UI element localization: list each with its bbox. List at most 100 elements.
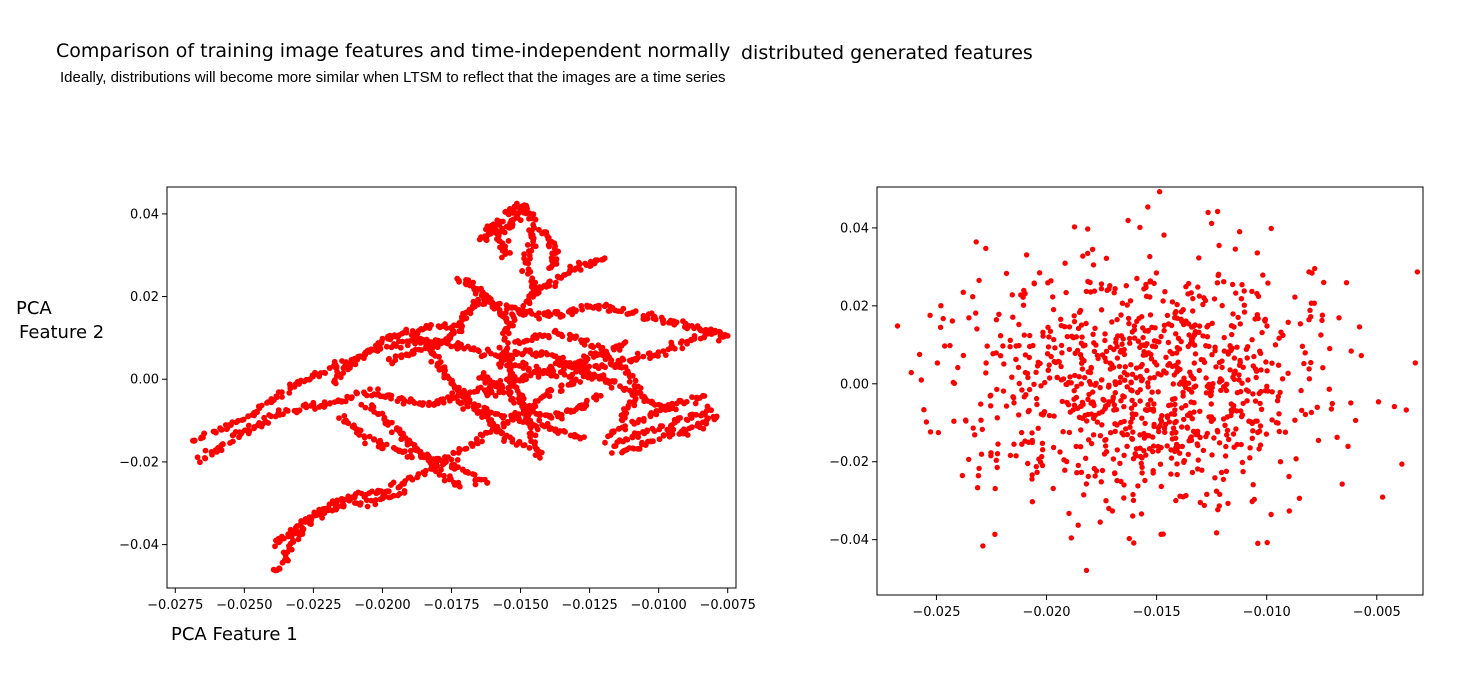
data-point <box>1204 324 1210 330</box>
data-point <box>923 419 930 425</box>
data-point <box>1160 298 1166 304</box>
data-point <box>1277 459 1284 465</box>
data-point <box>1016 321 1022 328</box>
data-point <box>1123 283 1130 289</box>
data-point <box>650 438 656 445</box>
data-point <box>1044 351 1051 357</box>
data-point <box>1231 355 1238 361</box>
data-point <box>1292 294 1298 300</box>
data-point <box>364 503 371 510</box>
data-point <box>1301 360 1307 367</box>
data-point <box>357 500 364 506</box>
data-point <box>519 351 526 358</box>
data-point <box>385 422 391 428</box>
data-point <box>1075 462 1082 469</box>
data-point <box>1158 483 1165 490</box>
data-point <box>361 434 368 441</box>
data-point <box>458 341 464 348</box>
data-point <box>934 360 941 366</box>
data-point <box>1399 461 1405 467</box>
data-point <box>1085 250 1091 257</box>
data-point <box>454 275 461 282</box>
data-point <box>358 401 365 408</box>
data-point <box>1170 425 1177 431</box>
data-point <box>229 419 236 426</box>
data-point <box>1120 393 1126 399</box>
data-point <box>1112 390 1119 396</box>
data-point <box>532 452 539 458</box>
data-point <box>1209 452 1215 458</box>
data-point <box>1147 397 1154 403</box>
data-point <box>1048 278 1054 284</box>
data-point <box>1029 472 1035 478</box>
data-point <box>1090 262 1097 268</box>
data-point <box>1173 350 1180 356</box>
data-point <box>555 428 562 435</box>
data-point <box>1292 417 1298 423</box>
data-point <box>703 407 710 414</box>
data-point <box>1240 400 1246 407</box>
data-point <box>1118 312 1124 318</box>
data-point <box>978 417 984 423</box>
data-point <box>1034 401 1040 408</box>
data-point <box>1257 348 1263 354</box>
data-point <box>396 490 403 497</box>
data-point <box>1168 447 1174 453</box>
data-point <box>1213 364 1219 370</box>
data-point <box>1103 498 1109 504</box>
data-point <box>561 371 568 378</box>
data-point <box>908 369 914 376</box>
data-point <box>507 206 513 212</box>
data-point <box>635 389 641 396</box>
data-point <box>1297 321 1304 327</box>
data-point <box>1130 491 1136 498</box>
data-point <box>520 442 527 449</box>
data-point <box>218 426 225 433</box>
data-point <box>288 546 295 553</box>
data-point <box>1109 319 1115 325</box>
data-point <box>383 441 390 448</box>
data-point <box>1128 419 1134 425</box>
data-point <box>1229 281 1236 288</box>
data-point <box>245 422 252 429</box>
data-point <box>1016 380 1022 387</box>
data-point <box>1007 452 1014 459</box>
data-point <box>1321 279 1327 286</box>
data-point <box>1127 340 1133 346</box>
data-point <box>576 261 583 268</box>
data-point <box>683 398 690 405</box>
data-point <box>501 438 507 444</box>
data-point <box>1172 401 1178 408</box>
data-point <box>1072 350 1078 356</box>
data-point <box>918 377 924 383</box>
data-point <box>1228 323 1235 329</box>
data-point <box>538 352 544 358</box>
data-point <box>1185 291 1191 297</box>
data-point <box>333 363 340 370</box>
data-point <box>1197 408 1203 414</box>
data-point <box>1327 345 1333 352</box>
data-point <box>640 415 647 422</box>
data-point <box>1268 225 1274 232</box>
data-point <box>1306 269 1312 275</box>
data-point <box>541 332 548 339</box>
right-scatter-panel: −0.025 −0.020 −0.015 −0.010 −0.005 −0.04 −0.02… <box>829 186 1424 620</box>
data-point <box>1098 479 1105 485</box>
data-point <box>266 412 272 418</box>
data-point <box>1121 495 1127 501</box>
data-point <box>996 311 1002 317</box>
data-point <box>446 476 453 483</box>
data-point <box>507 250 513 256</box>
data-point <box>1122 364 1129 370</box>
data-point <box>1412 360 1419 366</box>
data-point <box>1045 324 1051 330</box>
data-point <box>1312 265 1318 272</box>
data-point <box>1086 391 1092 398</box>
data-point <box>1275 393 1282 400</box>
data-point <box>326 507 333 513</box>
data-point <box>390 479 397 486</box>
data-point <box>1306 376 1313 382</box>
data-point <box>1029 476 1035 482</box>
data-point <box>1195 466 1201 472</box>
data-point <box>973 310 979 316</box>
